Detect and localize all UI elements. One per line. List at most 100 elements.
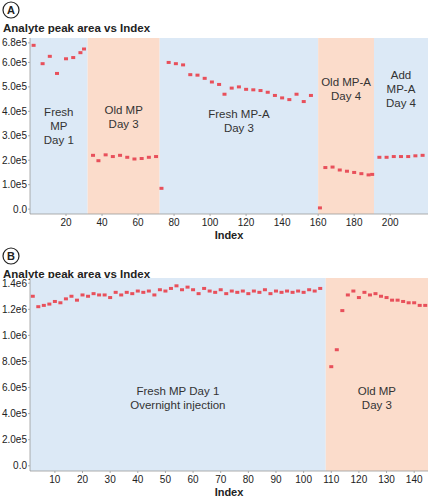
data-point xyxy=(213,291,217,294)
data-point xyxy=(280,291,284,294)
data-point xyxy=(169,287,173,290)
data-point xyxy=(158,288,162,291)
x-axis-label: Index xyxy=(215,229,245,241)
data-point xyxy=(71,56,75,59)
data-point xyxy=(47,303,51,306)
data-point xyxy=(81,293,85,296)
x-tick xyxy=(138,214,139,216)
data-point xyxy=(252,290,256,293)
data-point xyxy=(191,288,195,291)
x-tick xyxy=(303,471,304,473)
data-point xyxy=(31,295,35,298)
y-tick xyxy=(28,135,30,136)
y-tick xyxy=(28,111,30,112)
y-tick xyxy=(28,439,30,440)
data-point xyxy=(352,171,356,174)
data-point xyxy=(174,284,178,287)
plot-area xyxy=(30,38,428,214)
data-point xyxy=(280,96,284,99)
x-tick-label: 90 xyxy=(270,474,282,485)
data-point xyxy=(41,62,45,65)
x-tick xyxy=(54,471,55,473)
chart-panel: BAnalyte peak area vs IndexFresh MP Day … xyxy=(2,248,428,498)
x-tick-label: 80 xyxy=(169,217,181,228)
data-point xyxy=(406,155,410,158)
points xyxy=(32,44,425,210)
data-point xyxy=(147,290,151,293)
data-point xyxy=(174,62,178,65)
data-point xyxy=(96,159,100,162)
x-tick xyxy=(414,471,415,473)
data-point xyxy=(329,365,333,368)
data-point xyxy=(273,94,277,97)
x-tick-label: 100 xyxy=(202,217,219,228)
x-tick-label: 140 xyxy=(406,474,423,485)
x-tick xyxy=(331,471,332,473)
y-tick xyxy=(28,335,30,336)
y-tick xyxy=(28,413,30,414)
region-label: Overnight injection xyxy=(130,399,225,411)
y-tick-label: 4.0e5 xyxy=(2,408,27,419)
x-tick xyxy=(165,471,166,473)
data-point xyxy=(132,158,136,161)
data-point xyxy=(359,172,363,175)
y-tick xyxy=(28,42,30,43)
data-point xyxy=(323,166,327,169)
data-point xyxy=(268,292,272,295)
region-label: Day 4 xyxy=(331,90,362,102)
data-point xyxy=(224,292,228,295)
data-point xyxy=(125,291,129,294)
x-tick xyxy=(220,471,221,473)
x-tick xyxy=(193,471,194,473)
data-point xyxy=(64,57,68,60)
x-tick xyxy=(282,214,283,216)
data-point xyxy=(219,288,223,291)
data-point xyxy=(36,305,40,308)
data-point xyxy=(210,81,214,84)
region-label: Fresh xyxy=(44,106,73,118)
data-point xyxy=(259,89,263,92)
data-point xyxy=(418,304,422,307)
y-tick xyxy=(28,387,30,388)
data-point xyxy=(92,292,96,295)
data-point xyxy=(302,291,306,294)
y-tick xyxy=(28,283,30,284)
data-point xyxy=(147,156,151,159)
region-label: Day 1 xyxy=(44,134,74,146)
data-point xyxy=(246,292,250,295)
data-point xyxy=(237,85,241,88)
x-tick xyxy=(110,471,111,473)
x-tick xyxy=(174,214,175,216)
data-point xyxy=(103,293,107,296)
region xyxy=(318,38,374,214)
panel-label: B xyxy=(7,250,15,262)
region xyxy=(88,38,160,214)
data-point xyxy=(287,98,291,101)
data-point xyxy=(141,291,145,294)
x-tick-label: 40 xyxy=(132,474,144,485)
x-tick xyxy=(390,214,391,216)
x-tick-label: 160 xyxy=(310,217,327,228)
data-point xyxy=(197,292,201,295)
data-point xyxy=(335,348,339,351)
data-point xyxy=(42,304,46,307)
x-tick-label: 80 xyxy=(243,474,255,485)
data-point xyxy=(167,61,171,64)
y-tick xyxy=(28,309,30,310)
x-tick-label: 10 xyxy=(49,474,61,485)
y-axis-line xyxy=(30,278,31,471)
x-tick xyxy=(248,471,249,473)
chart-panel: AAnalyte peak area vs IndexFreshMPDay 1O… xyxy=(2,2,428,241)
y-tick xyxy=(28,184,30,185)
data-point xyxy=(75,299,79,302)
data-point xyxy=(295,93,299,96)
panel-badge xyxy=(3,2,19,18)
data-point xyxy=(154,155,158,158)
data-point xyxy=(379,295,383,298)
x-tick-label: 50 xyxy=(160,474,172,485)
data-point xyxy=(159,187,163,190)
x-tick xyxy=(386,471,387,473)
data-point xyxy=(180,288,184,291)
data-point xyxy=(152,293,156,296)
data-point xyxy=(340,309,344,312)
